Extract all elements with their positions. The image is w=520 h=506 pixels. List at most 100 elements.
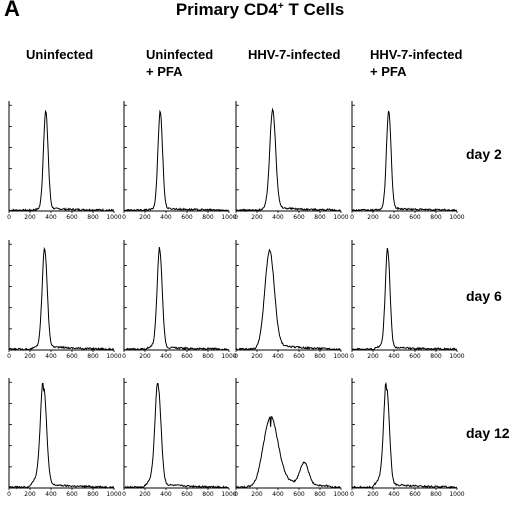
x-tick-label: 0 (350, 491, 354, 498)
x-tick-label: 600 (66, 214, 78, 221)
histogram-line (352, 247, 457, 351)
title-superscript: + (277, 1, 284, 12)
x-tick-label: 600 (409, 491, 421, 498)
x-tick-label: 400 (45, 353, 57, 360)
histogram-panel: 0 200 400 600 800 1000 (7, 240, 122, 360)
histogram-line (8, 246, 115, 352)
histogram-line (123, 247, 229, 351)
x-tick-label: 600 (181, 214, 193, 221)
x-tick-label: 800 (314, 214, 326, 221)
x-tick-label: 1000 (221, 214, 236, 221)
x-tick-label: 600 (409, 353, 421, 360)
x-tick-label: 400 (388, 214, 400, 221)
column-header-line2: + PFA (370, 64, 407, 79)
row-label-day6: day 6 (466, 288, 502, 304)
title-main: Primary CD4 (175, 0, 278, 19)
histogram-panel: 0 200 400 600 800 1000 (122, 378, 237, 498)
x-tick-label: 200 (251, 491, 263, 498)
x-tick-label: 400 (45, 214, 57, 221)
x-tick-label: 200 (139, 214, 151, 221)
x-tick-label: 0 (122, 353, 126, 360)
x-tick-label: 1000 (333, 353, 348, 360)
histogram-line (8, 383, 115, 490)
x-tick-label: 600 (293, 214, 305, 221)
column-header-uninfected: Uninfected (26, 46, 93, 63)
panel-letter: A (4, 0, 20, 21)
x-tick-label: 400 (160, 353, 172, 360)
x-tick-label: 400 (272, 491, 284, 498)
x-tick-label: 600 (181, 491, 193, 498)
histogram-line (123, 383, 229, 489)
x-tick-label: 1000 (106, 353, 121, 360)
column-header-line1: Uninfected (26, 47, 94, 62)
column-header-hhv7: HHV-7-infected (248, 46, 340, 63)
x-tick-label: 800 (87, 353, 99, 360)
x-tick-label: 0 (7, 491, 11, 498)
x-tick-label: 800 (202, 214, 214, 221)
x-tick-label: 600 (181, 353, 193, 360)
x-tick-label: 200 (251, 214, 263, 221)
x-tick-label: 800 (430, 214, 442, 221)
x-tick-label: 1000 (449, 491, 464, 498)
x-tick-label: 400 (272, 353, 284, 360)
histogram-panel: 0 200 400 600 800 1000 (350, 378, 465, 498)
x-tick-label: 600 (409, 214, 421, 221)
x-tick-label: 600 (293, 491, 305, 498)
histogram-line (351, 110, 457, 212)
x-tick-label: 0 (122, 214, 126, 221)
x-tick-label: 1000 (106, 214, 121, 221)
histogram-panel: 0 200 400 600 800 1000 (122, 101, 237, 221)
x-tick-label: 0 (234, 353, 238, 360)
x-tick-label: 1000 (221, 353, 236, 360)
histogram-panel: 0 200 400 600 800 1000 (350, 240, 465, 360)
figure-title: Primary CD4+ T Cells (0, 0, 520, 20)
x-tick-label: 200 (367, 214, 379, 221)
x-tick-label: 200 (367, 491, 379, 498)
x-tick-label: 800 (87, 214, 99, 221)
x-tick-label: 200 (24, 491, 36, 498)
histogram-panel: 0 200 400 600 800 1000 (7, 101, 122, 221)
x-tick-label: 600 (293, 353, 305, 360)
column-header-uninfected-pfa: Uninfected + PFA (146, 46, 213, 80)
histogram-panel: 0 200 400 600 800 1000 (234, 101, 349, 221)
x-tick-label: 200 (139, 491, 151, 498)
histogram-panel: 0 200 400 600 800 1000 (122, 240, 237, 360)
x-tick-label: 400 (160, 491, 172, 498)
x-tick-label: 800 (430, 353, 442, 360)
row-label-day2: day 2 (466, 146, 502, 162)
column-header-line1: HHV-7-infected (370, 47, 463, 62)
histogram-line (123, 109, 229, 213)
x-tick-label: 800 (202, 353, 214, 360)
x-tick-label: 800 (87, 491, 99, 498)
x-tick-label: 800 (202, 491, 214, 498)
x-tick-label: 200 (367, 353, 379, 360)
x-tick-label: 0 (7, 214, 11, 221)
x-tick-label: 0 (350, 353, 354, 360)
histogram-line (351, 381, 458, 490)
histogram-line (235, 416, 341, 489)
x-tick-label: 0 (234, 214, 238, 221)
column-header-line1: HHV-7-infected (248, 47, 341, 62)
x-tick-label: 600 (66, 353, 78, 360)
x-tick-label: 400 (160, 214, 172, 221)
x-tick-label: 200 (24, 353, 36, 360)
column-header-line1: Uninfected (146, 47, 214, 62)
row-label-day12: day 12 (466, 425, 510, 441)
x-tick-label: 600 (66, 491, 78, 498)
histogram-panel: 0 200 400 600 800 1000 (350, 101, 465, 221)
column-header-hhv7-pfa: HHV-7-infected + PFA (370, 46, 462, 80)
x-tick-label: 200 (24, 214, 36, 221)
x-tick-label: 1000 (333, 214, 348, 221)
histogram-panel: 0 200 400 600 800 1000 (7, 378, 122, 498)
histogram-line (235, 248, 341, 352)
x-tick-label: 0 (234, 491, 238, 498)
x-tick-label: 200 (251, 353, 263, 360)
x-tick-label: 0 (7, 353, 11, 360)
x-tick-label: 400 (45, 491, 57, 498)
x-tick-label: 1000 (333, 491, 348, 498)
x-tick-label: 1000 (449, 214, 464, 221)
x-tick-label: 800 (430, 491, 442, 498)
histogram-line (235, 107, 341, 213)
title-rest: T Cells (283, 0, 345, 19)
